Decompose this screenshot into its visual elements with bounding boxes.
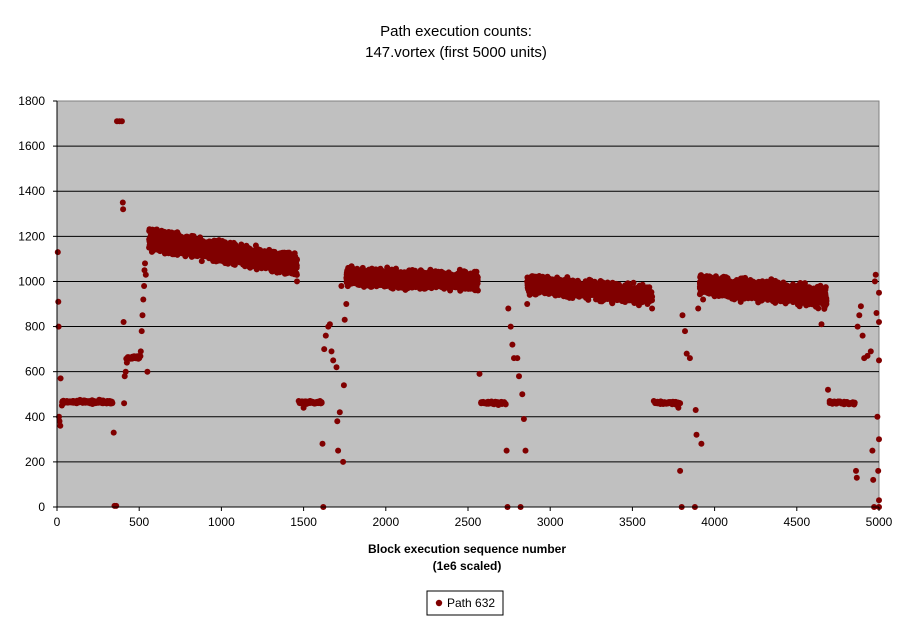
data-point — [230, 239, 237, 246]
data-point — [236, 244, 243, 251]
data-point — [597, 278, 604, 284]
data-point — [354, 279, 361, 286]
data-point — [626, 296, 633, 303]
chart-title-line-1: Path execution counts: — [380, 23, 532, 40]
data-point — [346, 272, 353, 279]
data-point — [148, 248, 155, 255]
data-point — [443, 274, 450, 281]
data-point — [198, 258, 205, 265]
data-point — [258, 265, 265, 272]
data-point — [222, 239, 228, 246]
data-point — [180, 240, 187, 246]
data-point — [224, 259, 231, 266]
data-point — [185, 244, 192, 251]
data-point — [466, 271, 472, 278]
data-point — [599, 294, 606, 301]
data-point — [547, 288, 554, 295]
data-point — [228, 252, 235, 259]
data-point — [153, 226, 160, 233]
data-point — [200, 245, 207, 252]
data-point — [426, 276, 433, 283]
data-points — [54, 118, 882, 510]
data-point — [576, 292, 582, 299]
data-point — [361, 276, 368, 283]
data-point — [584, 292, 591, 299]
data-point — [163, 246, 170, 253]
data-point — [402, 286, 409, 293]
data-point — [630, 279, 637, 286]
chart-title-line-2: 147.vortex (first 5000 units) — [365, 44, 547, 61]
data-point — [223, 245, 230, 252]
data-point — [279, 249, 286, 256]
data-point — [256, 253, 263, 260]
data-point — [646, 284, 653, 291]
data-point — [175, 240, 182, 247]
data-point — [569, 284, 576, 291]
data-point — [261, 248, 268, 255]
